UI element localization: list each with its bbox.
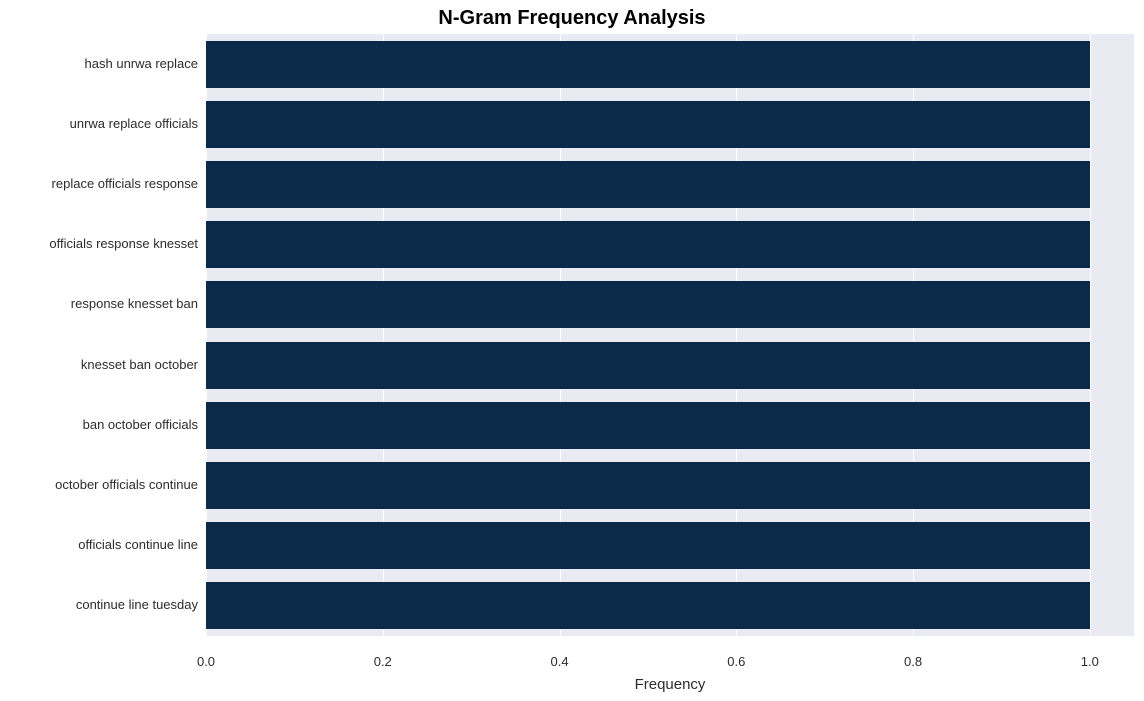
x-tick-label: 0.2 [374,654,392,669]
y-tick-label: continue line tuesday [0,597,198,612]
bar [206,221,1090,268]
x-axis-label: Frequency [206,676,1134,693]
plot-area [206,34,1134,636]
x-tick-label: 1.0 [1081,654,1099,669]
y-tick-label: response knesset ban [0,296,198,311]
x-tick-label: 0.8 [904,654,922,669]
bar [206,342,1090,389]
y-tick-label: october officials continue [0,477,198,492]
y-tick-label: hash unrwa replace [0,56,198,71]
bar [206,281,1090,328]
y-tick-label: ban october officials [0,417,198,432]
y-tick-label: officials response knesset [0,236,198,251]
bar [206,402,1090,449]
bar [206,41,1090,88]
y-tick-label: officials continue line [0,537,198,552]
bar [206,582,1090,629]
figure: N-Gram Frequency Analysis hash unrwa rep… [0,0,1144,701]
x-tick-label: 0.6 [727,654,745,669]
x-tick-label: 0.0 [197,654,215,669]
bar [206,101,1090,148]
gridline [1090,34,1091,636]
y-tick-label: replace officials response [0,176,198,191]
bar [206,462,1090,509]
y-tick-label: knesset ban october [0,357,198,372]
bar [206,161,1090,208]
chart-title: N-Gram Frequency Analysis [0,7,1144,30]
x-tick-label: 0.4 [550,654,568,669]
bar [206,522,1090,569]
y-tick-label: unrwa replace officials [0,116,198,131]
